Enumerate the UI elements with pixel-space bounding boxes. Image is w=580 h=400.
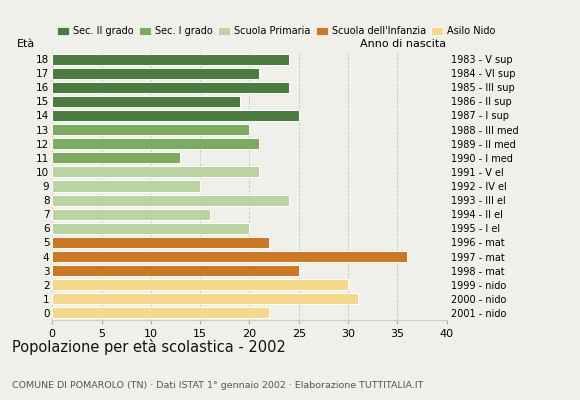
Bar bbox=[52, 180, 200, 192]
Bar bbox=[52, 265, 299, 276]
Bar bbox=[52, 54, 289, 64]
Bar bbox=[52, 223, 249, 234]
Bar bbox=[52, 152, 180, 163]
Bar bbox=[52, 110, 299, 121]
Bar bbox=[52, 195, 289, 206]
Bar bbox=[52, 293, 358, 304]
Bar bbox=[52, 279, 348, 290]
Bar bbox=[52, 308, 269, 318]
Text: Anno di nascita: Anno di nascita bbox=[361, 39, 447, 49]
Bar bbox=[52, 82, 289, 93]
Text: Età: Età bbox=[17, 39, 35, 49]
Bar bbox=[52, 124, 249, 135]
Bar bbox=[52, 237, 269, 248]
Bar bbox=[52, 251, 407, 262]
Text: COMUNE DI POMAROLO (TN) · Dati ISTAT 1° gennaio 2002 · Elaborazione TUTTITALIA.I: COMUNE DI POMAROLO (TN) · Dati ISTAT 1° … bbox=[12, 381, 423, 390]
Bar bbox=[52, 68, 259, 79]
Bar bbox=[52, 138, 259, 149]
Text: Popolazione per età scolastica - 2002: Popolazione per età scolastica - 2002 bbox=[12, 339, 285, 355]
Legend: Sec. II grado, Sec. I grado, Scuola Primaria, Scuola dell'Infanzia, Asilo Nido: Sec. II grado, Sec. I grado, Scuola Prim… bbox=[57, 26, 495, 36]
Bar bbox=[52, 166, 259, 177]
Bar bbox=[52, 96, 240, 107]
Bar bbox=[52, 209, 210, 220]
